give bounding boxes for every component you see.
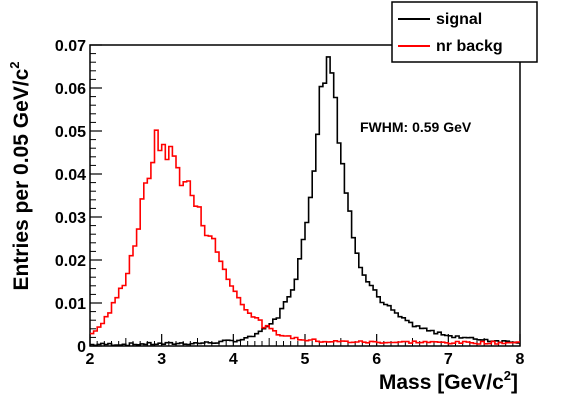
legend-label-signal: signal (436, 11, 482, 28)
y-tick-label: 0.03 (55, 210, 86, 227)
legend-box (391, 1, 538, 63)
x-tick-label: 3 (157, 351, 166, 368)
legend-label-nr-backg: nr backg (436, 38, 503, 55)
x-tick-label: 6 (372, 351, 381, 368)
x-axis: 2 3 4 5 6 7 8 (86, 334, 525, 368)
x-tick-label: 2 (86, 351, 95, 368)
x-axis-title: Mass [GeV/c2] (379, 368, 518, 394)
y-axis: 0 0.01 0.02 0.03 0.04 0.05 0.06 0.07 (55, 38, 102, 356)
fwhm-annotation: FWHM: 0.59 GeV (360, 119, 472, 135)
y-tick-label: 0 (77, 339, 86, 356)
x-tick-label: 4 (229, 351, 238, 368)
y-tick-label: 0.07 (55, 38, 86, 55)
y-tick-label: 0.01 (55, 296, 86, 313)
y-tick-label: 0.06 (55, 81, 86, 98)
legend: signal nr backg (391, 1, 538, 63)
x-tick-label: 8 (516, 351, 525, 368)
y-tick-label: 0.02 (55, 253, 86, 270)
series-layer (90, 56, 520, 347)
series-line-nr-backg (90, 129, 520, 345)
series-line-signal (90, 56, 520, 347)
x-tick-label: 7 (444, 351, 453, 368)
y-tick-label: 0.05 (55, 124, 86, 141)
plot-frame (89, 44, 521, 347)
y-tick-label: 0.04 (55, 167, 86, 184)
y-axis-title: Entries per 0.05 GeV/c2 (7, 61, 33, 290)
x-tick-label: 5 (301, 351, 310, 368)
